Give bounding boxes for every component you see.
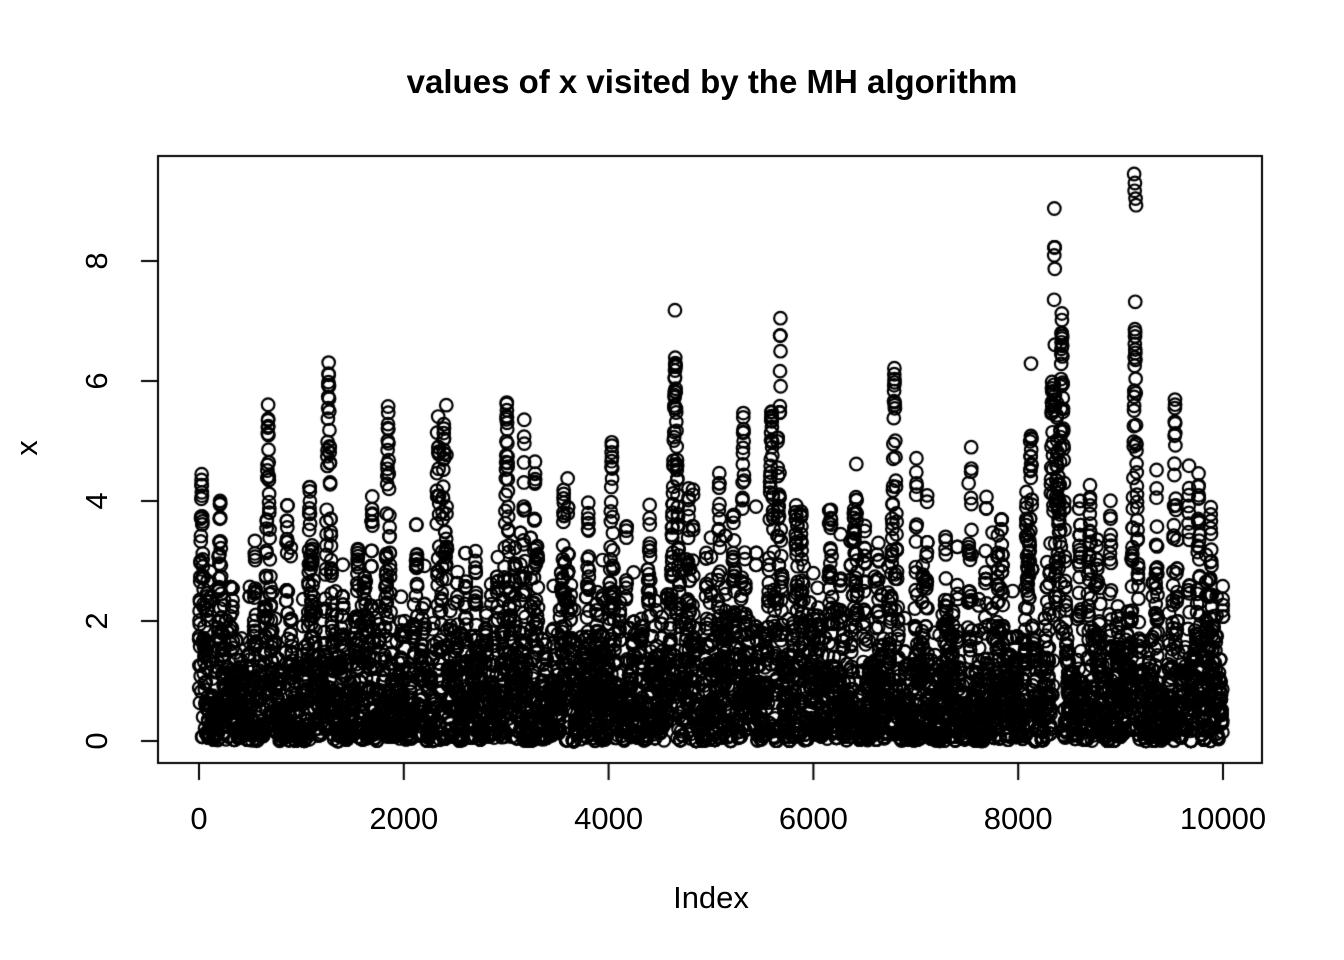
y-tick-label: 2 [79,612,114,630]
chart-title: values of x visited by the MH algorithm [406,63,1018,100]
x-tick-label: 8000 [983,801,1053,836]
x-tick-label: 4000 [574,801,644,836]
y-tick-label: 0 [79,732,114,750]
x-tick-label: 6000 [778,801,848,836]
x-axis-label: Index [673,880,749,915]
x-tick-label: 0 [190,801,208,836]
y-tick-label: 6 [79,372,114,390]
x-tick-label: 10000 [1179,801,1267,836]
y-tick-label: 4 [79,492,114,510]
y-tick-label: 8 [79,252,114,270]
x-tick-label: 2000 [369,801,439,836]
y-axis-label: x [9,440,44,456]
